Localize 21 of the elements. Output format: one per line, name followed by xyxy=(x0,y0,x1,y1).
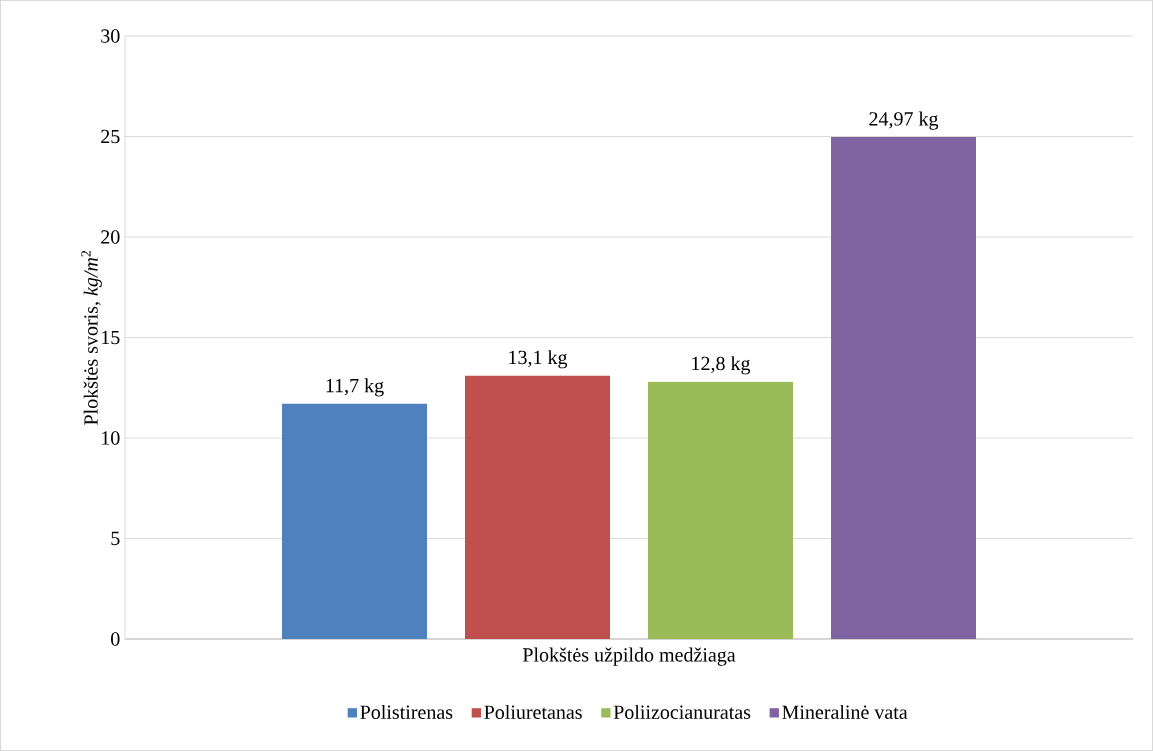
y-tick-label: 15 xyxy=(102,330,120,345)
y-tick-label: 30 xyxy=(101,29,120,43)
legend-label: Poliuretanas xyxy=(484,704,582,719)
y-axis-title: Plokštės svoris, kg/m$^{2}$ xyxy=(81,250,102,425)
bar xyxy=(282,403,427,639)
y-tick-label: 0 xyxy=(111,632,120,646)
data-label: 13,1 kg xyxy=(509,350,568,369)
bar xyxy=(831,137,977,639)
legend-label: Mineralinė vata xyxy=(782,704,908,719)
data-label: 24,97 kg xyxy=(869,111,939,130)
x-axis-title: Plokštės užpildo medžiaga xyxy=(522,647,736,666)
legend-label: Polistirenas xyxy=(360,704,453,719)
y-tick-label: 20 xyxy=(101,230,120,244)
bar xyxy=(465,375,611,639)
y-tick-label: 25 xyxy=(101,129,120,144)
legend-label: Poliizocianuratas xyxy=(613,704,751,719)
data-label: 11,7 kg xyxy=(326,378,384,397)
y-tick-label: 5 xyxy=(111,531,120,546)
data-label: 12,8 kg xyxy=(692,356,751,375)
bar xyxy=(648,381,794,639)
y-tick-label: 10 xyxy=(102,431,120,445)
